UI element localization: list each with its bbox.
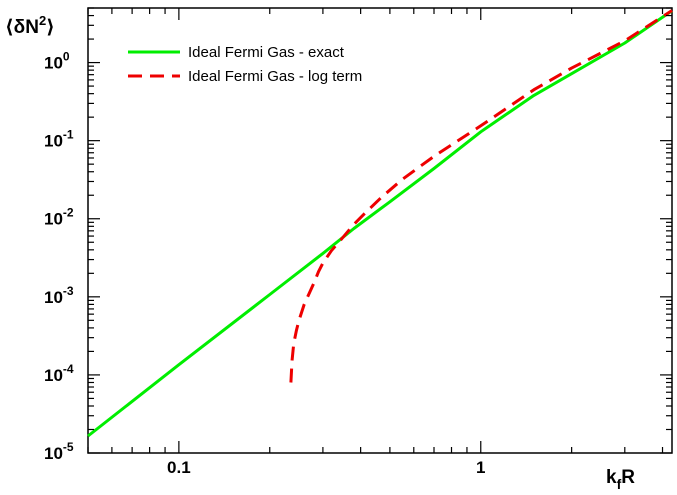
axis-ticks [87,7,672,454]
plot-area [87,7,673,454]
y-tick-exponent: -2 [63,206,74,220]
y-tick-exponent: -3 [63,284,74,298]
y-tick-base: 10 [44,444,63,463]
x-axis-title-tail: R [621,467,635,488]
legend-label-exact: Ideal Fermi Gas - exact [188,44,345,61]
y-tick-label: 10-5 [44,440,74,463]
y-tick-label: 10-1 [44,128,74,151]
y-tick-label: 10-4 [44,362,74,385]
y-tick-exponent: -1 [63,128,74,142]
y-tick-base: 10 [44,288,63,307]
y-tick-exponent: 0 [63,50,70,64]
y-tick-base: 10 [44,54,63,73]
y-tick-label: 10-3 [44,284,74,307]
legend-label-log-term: Ideal Fermi Gas - log term [188,68,362,85]
y-tick-exponent: -4 [63,362,74,376]
y-tick-label: 100 [44,50,70,73]
y-tick-base: 10 [44,366,63,385]
y-axis-title: ⟨δN2⟩ [5,13,55,38]
y-tick-exponent: -5 [63,440,74,454]
y-tick-base: 10 [44,132,63,151]
y-axis-title-main: ⟨δN [5,17,39,38]
y-axis-title-close: ⟩ [46,17,55,38]
x-tick-label: 1 [476,458,485,477]
x-axis-title-sub: f [617,476,622,492]
x-axis-title-main: k [606,467,617,488]
series-line-log-term [289,9,673,383]
y-tick-base: 10 [44,210,63,229]
series-layer [87,9,673,438]
x-tick-label: 0.1 [167,458,191,477]
legend: Ideal Fermi Gas - exact Ideal Fermi Gas … [128,44,362,85]
y-tick-label: 10-2 [44,206,74,229]
series-line-exact [87,9,673,438]
y-axis-title-sup: 2 [39,13,46,28]
x-axis-title: kfR [606,467,635,492]
